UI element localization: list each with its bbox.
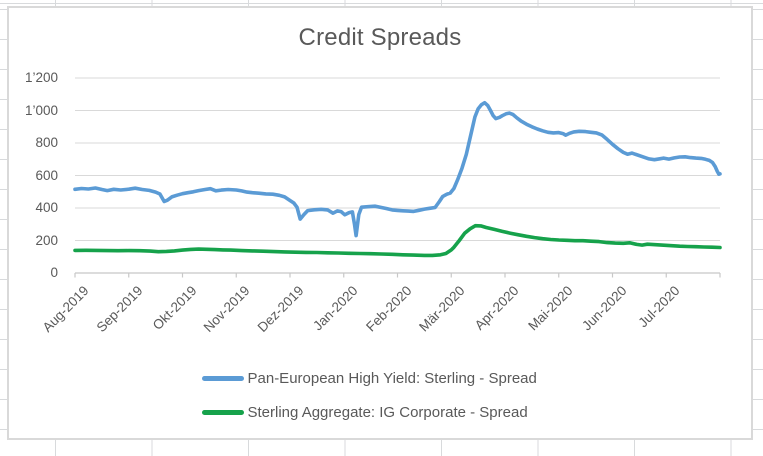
y-axis-label[interactable]: 1’200 [24, 70, 58, 85]
legend-item-high-yield[interactable]: Pan-European High Yield: Sterling - Spre… [201, 366, 562, 391]
chart-title[interactable]: Credit Spreads [298, 24, 462, 51]
y-axis-label[interactable]: 400 [35, 200, 58, 215]
y-axis-label[interactable]: 600 [35, 167, 58, 183]
legend-label-high-yield: Pan-European High Yield: Sterling - Spre… [247, 370, 537, 387]
y-axis-label[interactable]: 800 [35, 135, 58, 150]
legend-label-ig-corporate: Sterling Aggregate: IG Corporate - Sprea… [247, 404, 528, 421]
legend-item-ig-corporate[interactable]: Sterling Aggregate: IG Corporate - Sprea… [201, 400, 562, 425]
legend-swatch-ig-corporate [201, 410, 244, 415]
y-axis-label[interactable]: 200 [35, 232, 58, 248]
legend-swatch-high-yield [201, 376, 244, 381]
y-axis-label[interactable]: 0 [50, 265, 58, 280]
legend[interactable]: Pan-European High Yield: Sterling - Spre… [0, 366, 763, 425]
y-axis-label[interactable]: 1’000 [24, 102, 58, 118]
